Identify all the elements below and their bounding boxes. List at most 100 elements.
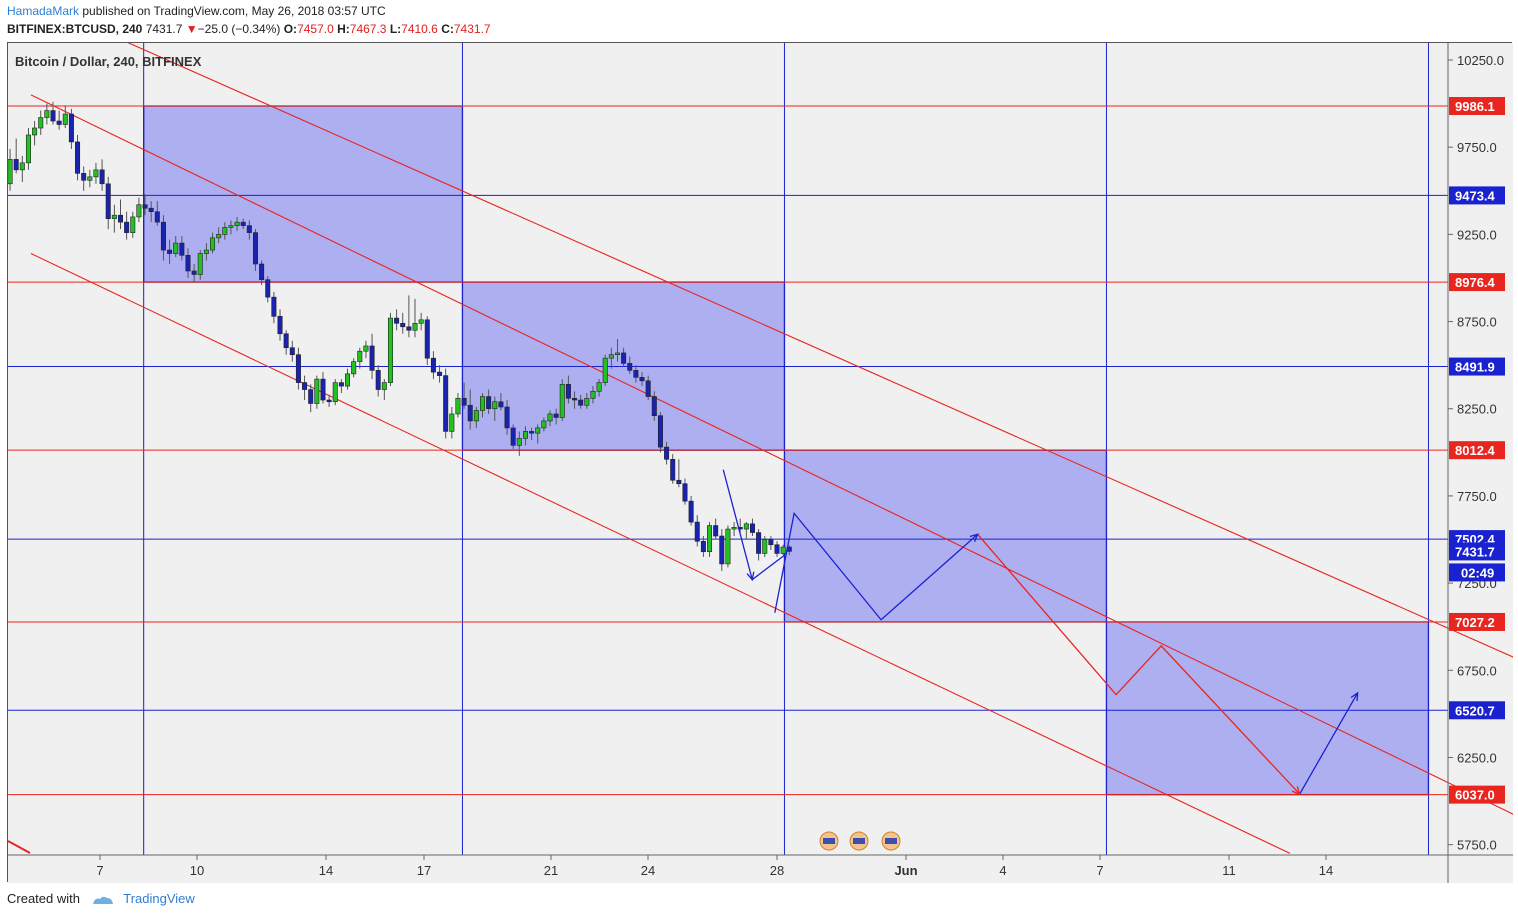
- candle-body: [332, 382, 338, 403]
- price-tick-label-4: 8750.0: [1457, 315, 1497, 330]
- candle: [443, 368, 449, 439]
- candle: [351, 358, 357, 378]
- candle: [56, 110, 62, 130]
- level-badge-3: [1449, 273, 1505, 292]
- candle: [774, 541, 780, 557]
- candle-body: [756, 532, 762, 554]
- level-badge-4: [1449, 357, 1505, 376]
- candle: [295, 347, 301, 390]
- ohlc-line: BITFINEX:BTCUSD, 240 7431.7 ▼−25.0 (−0.3…: [7, 22, 491, 36]
- candle-body: [743, 523, 749, 530]
- candle: [185, 248, 191, 278]
- candle: [430, 351, 436, 380]
- candle: [216, 227, 222, 244]
- chart-svg[interactable]: 9986.19473.48976.48491.98012.47502.47027…: [8, 43, 1513, 883]
- tradingview-logo-icon: [92, 896, 113, 904]
- candle: [302, 375, 308, 401]
- price-tick-label-1: 10250.0: [1457, 53, 1504, 68]
- projection-arrow-blue: [969, 533, 979, 542]
- current-price-text: 7431.7: [1455, 544, 1495, 559]
- candle: [559, 379, 565, 421]
- candle-body: [68, 113, 74, 143]
- candle: [522, 426, 528, 446]
- candle-body: [719, 535, 725, 565]
- candle-body: [584, 397, 590, 406]
- chart-title: Bitcoin / Dollar, 240, BITFINEX: [15, 54, 202, 69]
- candle-body: [345, 373, 351, 387]
- candle-body: [731, 527, 737, 530]
- candle: [117, 199, 123, 230]
- candle: [639, 372, 645, 387]
- candle-body: [749, 523, 755, 533]
- level-badge-5: [1449, 441, 1505, 460]
- time-tick-label-6: 24: [641, 863, 655, 878]
- candle: [565, 375, 571, 404]
- candle-body: [136, 204, 142, 218]
- candle: [486, 389, 492, 414]
- time-tick-label-3: 14: [319, 863, 333, 878]
- candle: [289, 340, 295, 362]
- candle-body: [400, 322, 406, 328]
- candle: [412, 298, 418, 338]
- candle-body: [130, 216, 136, 233]
- candle: [381, 379, 387, 401]
- candle-body: [676, 479, 682, 485]
- channel-line-1: [127, 43, 1513, 658]
- projection-path-red: [977, 533, 1301, 795]
- candle: [461, 382, 467, 409]
- down-arrow-icon: ▼: [185, 22, 198, 36]
- candle-body: [44, 110, 50, 118]
- high-label: H:: [337, 22, 350, 36]
- candle: [596, 379, 602, 397]
- price-tick-label-6: 7750.0: [1457, 489, 1497, 504]
- level-badge-7: [1449, 612, 1505, 631]
- tradingview-brand[interactable]: TradingView: [123, 891, 195, 906]
- channel-lines-layer: [8, 43, 1513, 854]
- candle: [179, 236, 185, 261]
- candle: [541, 417, 547, 432]
- candle: [338, 379, 344, 394]
- candle-body: [75, 141, 81, 174]
- time-tick-label-2: 10: [190, 863, 204, 878]
- candle: [547, 410, 553, 427]
- zigzag-arrow: [746, 571, 755, 582]
- candle: [81, 166, 87, 191]
- level-badge-text-3: 8976.4: [1455, 275, 1496, 290]
- close-value: 7431.7: [453, 22, 491, 36]
- candle: [713, 518, 719, 540]
- candle-body: [19, 162, 25, 171]
- time-axis[interactable]: 7 10 14 17 21 24 28 Jun 4 7 11 14: [96, 855, 1333, 878]
- candle: [651, 391, 657, 421]
- price-tick-label-10: 5750.0: [1457, 838, 1497, 853]
- candle: [148, 201, 154, 223]
- candle: [608, 347, 614, 369]
- candle-body: [167, 249, 173, 254]
- candle: [749, 518, 755, 537]
- candle-body: [639, 377, 645, 382]
- candle-body: [424, 319, 430, 359]
- candle: [240, 218, 246, 230]
- candle: [394, 309, 400, 331]
- author-name[interactable]: HamadaMark: [7, 4, 80, 18]
- candle-body: [572, 397, 578, 401]
- price-tick-label-5: 8250.0: [1457, 402, 1497, 417]
- candle: [707, 522, 713, 557]
- candle: [160, 215, 166, 261]
- level-badge-text-4: 8491.9: [1455, 360, 1495, 375]
- candle-body: [240, 221, 246, 226]
- projection-layer: [722, 469, 1359, 796]
- candle-body: [203, 249, 209, 254]
- chart-frame[interactable]: 9986.1 9473.4 8976.4 8491.9 8012.4 7502.4 7027…: [7, 42, 1513, 883]
- candles-layer: [8, 101, 792, 571]
- created-with-text: Created with: [7, 891, 80, 906]
- candle-body: [694, 521, 700, 542]
- footer: Created with TradingView: [7, 891, 195, 906]
- price-axis[interactable]: 9986.19473.48976.48491.98012.47502.47027…: [1448, 53, 1505, 853]
- candle: [228, 220, 234, 235]
- open-value: 7457.0: [297, 22, 334, 36]
- horizontal-levels-layer: [8, 105, 1448, 796]
- candle: [719, 529, 725, 571]
- candle: [38, 110, 44, 135]
- candle-body: [283, 333, 289, 349]
- candle-body: [252, 232, 258, 265]
